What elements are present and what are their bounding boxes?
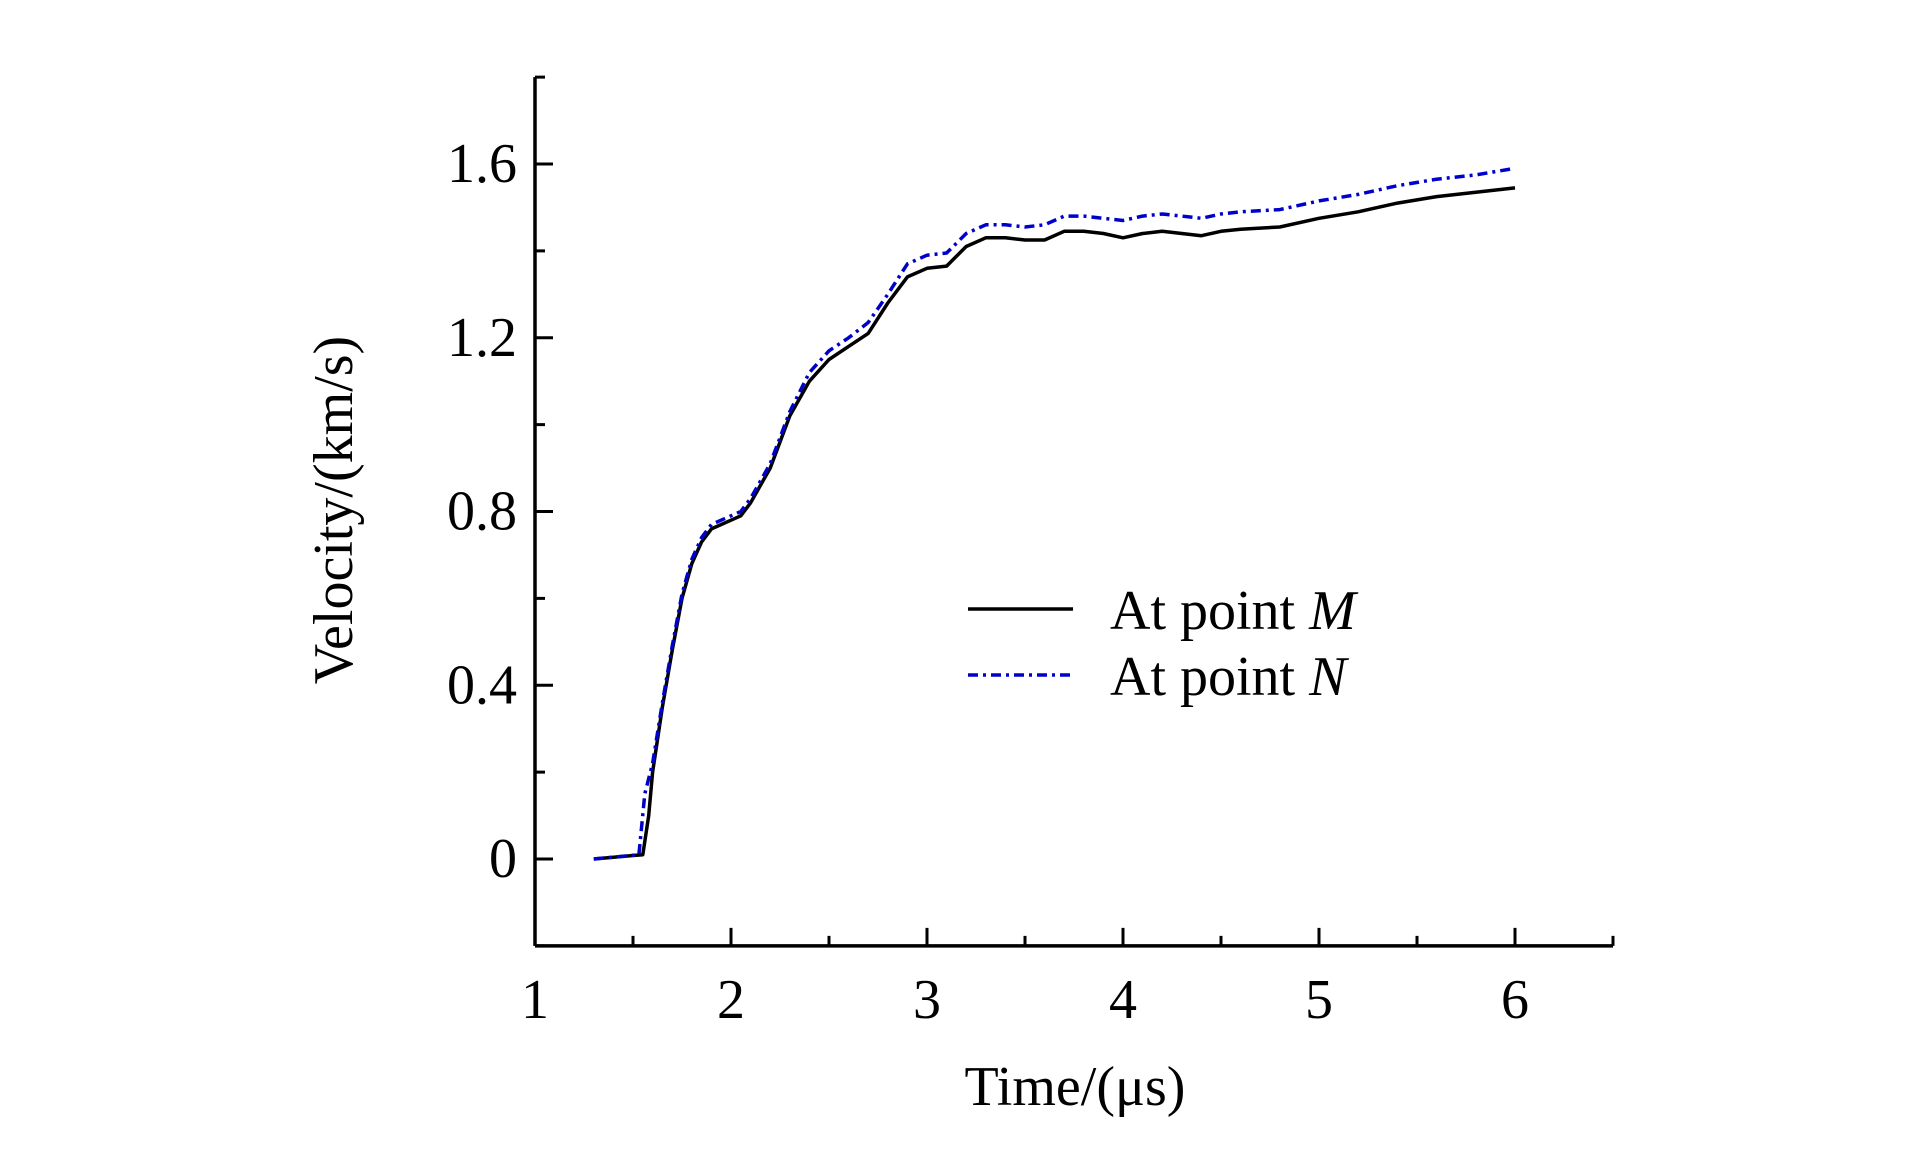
y-tick-label: 0.4	[447, 654, 517, 716]
y-axis-label: Velocity/(km/s)	[303, 336, 365, 684]
x-tick-label: 1	[521, 969, 549, 1031]
legend-label-m: At point M	[1110, 580, 1359, 642]
axes: 1 2 3 4 5 6 0 0.4 0.8 1.2 1.6	[447, 75, 1615, 1031]
y-tick-label: 1.6	[447, 133, 517, 195]
x-tick-label: 3	[913, 969, 941, 1031]
y-tick-label: 0.8	[447, 481, 517, 543]
series-line-n	[593, 166, 1516, 861]
x-tick-label: 5	[1305, 969, 1333, 1031]
series-lines	[593, 166, 1516, 861]
x-tick-label: 4	[1109, 969, 1137, 1031]
x-tick-label: 6	[1501, 969, 1529, 1031]
legend-label-n: At point N	[1110, 646, 1349, 708]
legend: At point MAt point N	[968, 580, 1359, 708]
x-tick-label: 2	[717, 969, 745, 1031]
y-tick-label: 1.2	[447, 307, 517, 369]
y-tick-label: 0	[489, 828, 517, 890]
series-line-m	[593, 186, 1516, 861]
x-axis-label: Time/(μs)	[965, 1056, 1186, 1118]
